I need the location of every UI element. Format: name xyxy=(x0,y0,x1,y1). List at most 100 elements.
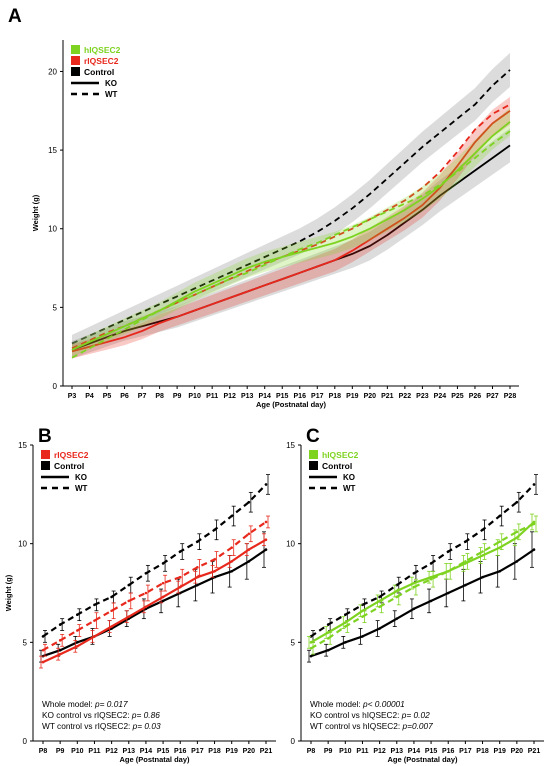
series-hiqsec2-wt-point xyxy=(412,585,416,589)
legend-swatch-riqsec2 xyxy=(41,450,50,459)
series-riqsec2-wt-point xyxy=(127,599,131,603)
series-hiqsec2-wt-line xyxy=(310,522,535,650)
x-tick-label: P15 xyxy=(157,748,170,755)
x-tick-label: P24 xyxy=(434,393,447,400)
x-tick-label: P20 xyxy=(243,748,256,755)
series-riqsec2-ko-point xyxy=(213,569,216,573)
series-control-ko-point xyxy=(230,569,233,573)
x-tick-label: P13 xyxy=(391,748,404,755)
series-control-wt-confidence-band xyxy=(72,52,510,353)
series-riqsec2-wt-point xyxy=(41,648,45,652)
series-riqsec2-ko-line xyxy=(71,110,511,353)
series-hiqsec2-wt-point xyxy=(378,605,381,609)
panel-letter-b: B xyxy=(38,426,52,447)
x-tick-label: P17 xyxy=(311,393,324,400)
series-control-wt-line xyxy=(42,483,267,638)
x-tick-label: P7 xyxy=(138,393,147,400)
x-tick-label: P11 xyxy=(88,748,100,755)
series-control-ko-point xyxy=(481,575,484,579)
series-control-wt-point xyxy=(532,483,536,486)
series-riqsec2-ko-point xyxy=(196,575,199,579)
legend-label-wt: WT xyxy=(75,484,88,493)
series-hiqsec2-ko-point xyxy=(378,599,381,603)
legend-swatch-control xyxy=(309,461,318,470)
x-axis-title: Age (Postnatal day) xyxy=(119,755,190,764)
x-tick-label: P18 xyxy=(208,748,221,755)
series-hiqsec2-ko-point xyxy=(446,569,450,573)
series-control-ko-point xyxy=(412,607,416,611)
x-tick-label: P28 xyxy=(504,393,517,400)
series-control-wt-point xyxy=(213,528,216,532)
series-riqsec2-wt-point xyxy=(247,532,251,536)
series-hiqsec2-ko-point xyxy=(326,631,330,634)
legend-label-wt: WT xyxy=(343,484,356,493)
series-control-ko-point xyxy=(58,648,62,652)
x-tick-label: P14 xyxy=(258,393,271,400)
x-tick-label: P18 xyxy=(476,748,489,755)
x-tick-label: P3 xyxy=(68,393,77,400)
series-control-wt-point xyxy=(110,595,113,599)
stats-annotation: Whole model: p= 0.017 xyxy=(42,699,128,709)
x-tick-label: P12 xyxy=(373,748,386,755)
x-tick-label: P9 xyxy=(173,393,182,400)
series-control-wt-point xyxy=(230,514,233,518)
stats-annotation-label: WT control vs rIQSEC2: xyxy=(42,721,133,731)
series-control-ko-point xyxy=(344,641,347,644)
series-riqsec2-ko-point xyxy=(127,615,131,618)
series-hiqsec2-ko-point xyxy=(532,520,536,524)
series-riqsec2-ko-point xyxy=(247,548,251,551)
legend-label-ko: KO xyxy=(105,79,117,88)
series-hiqsec2-ko-point xyxy=(429,575,433,579)
series-control-wt-point xyxy=(326,623,330,626)
legend-label-ko: KO xyxy=(75,473,87,482)
y-tick-label: 5 xyxy=(23,638,28,647)
series-riqsec2-wt-point xyxy=(93,619,96,622)
series-control-wt-point xyxy=(127,583,131,587)
series-control-ko-point xyxy=(361,635,364,638)
x-tick-label: P11 xyxy=(206,393,218,400)
series-control-wt-point xyxy=(264,483,268,486)
series-control-ko-point xyxy=(161,599,165,603)
x-axis-title: Age (Postnatal day) xyxy=(387,755,458,764)
series-control-ko-point xyxy=(264,548,268,551)
x-tick-label: P16 xyxy=(294,393,307,400)
series-hiqsec2-wt-point xyxy=(498,540,501,543)
series-riqsec2-ko-point xyxy=(41,660,45,664)
series-hiqsec2-ko-line xyxy=(71,121,511,351)
legend-swatch-control xyxy=(71,67,80,76)
x-tick-label: P23 xyxy=(416,393,429,400)
legend-swatch-hiqsec2 xyxy=(71,45,80,54)
series-hiqsec2-ko-point xyxy=(344,621,347,624)
x-tick-label: P26 xyxy=(469,393,482,400)
stats-annotation-label: WT control vs hIQSEC2: xyxy=(310,721,403,731)
series-control-wt-point xyxy=(58,623,62,626)
series-hiqsec2-ko-point xyxy=(412,581,416,585)
stats-annotation: KO control vs rIQSEC2: p= 0.86 xyxy=(42,710,160,720)
x-tick-label: P19 xyxy=(346,393,359,400)
x-tick-label: P10 xyxy=(71,748,84,755)
series-control-ko-point xyxy=(76,641,79,644)
x-tick-label: P16 xyxy=(442,748,455,755)
series-riqsec2-wt-point xyxy=(213,558,216,561)
stats-annotation: KO control vs hIQSEC2: p= 0.02 xyxy=(310,710,430,720)
x-tick-label: P12 xyxy=(105,748,118,755)
y-tick-label: 10 xyxy=(18,540,27,549)
series-riqsec2-wt-point xyxy=(178,575,182,579)
panel-letter-a: A xyxy=(8,6,22,27)
series-hiqsec2-ko-point xyxy=(309,641,313,644)
x-tick-label: P15 xyxy=(276,393,289,400)
y-tick-label: 10 xyxy=(48,225,57,234)
series-control-ko-point xyxy=(464,583,467,587)
legend-swatch-hiqsec2 xyxy=(309,450,318,459)
series-riqsec2-wt-point xyxy=(230,546,233,549)
legend-label-hiqsec2: hIQSEC2 xyxy=(84,45,121,55)
x-tick-label: P20 xyxy=(364,393,377,400)
series-control-ko-point xyxy=(309,654,313,658)
y-tick-label: 0 xyxy=(291,737,296,746)
y-tick-label: 20 xyxy=(48,67,57,76)
y-tick-label: 15 xyxy=(18,441,27,450)
series-riqsec2-ko-point xyxy=(144,605,148,609)
x-tick-label: P18 xyxy=(329,393,342,400)
series-riqsec2-wt-point xyxy=(76,629,79,632)
